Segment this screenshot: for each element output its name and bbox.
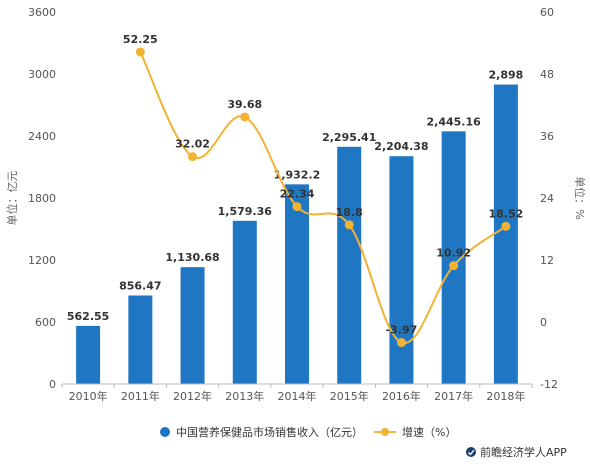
line-layer: 52.25 32.02 39.68 22.34 18.8 -3.97 10.92 18.52 xyxy=(123,33,523,348)
growth-point-label: 39.68 xyxy=(227,98,262,111)
growth-point xyxy=(135,47,145,57)
y-axis-left-title: 单位：亿元 xyxy=(5,171,19,226)
growth-point xyxy=(292,202,302,212)
x-tick-label: 2015年 xyxy=(330,389,369,403)
revenue-bar xyxy=(232,220,257,384)
revenue-bar-label: 2,445.16 xyxy=(427,115,482,128)
y-right-tick-label: 24 xyxy=(540,192,554,205)
revenue-bar xyxy=(337,146,362,384)
revenue-bar-label: 1,579.36 xyxy=(218,205,273,218)
revenue-bar xyxy=(389,156,414,384)
source-label: 前瞻经济学人APP xyxy=(480,445,567,459)
source-logo-icon xyxy=(466,447,476,457)
x-tick-label: 2012年 xyxy=(173,389,212,403)
source-note: 前瞻经济学人APP xyxy=(466,445,567,459)
revenue-bar-label: 562.55 xyxy=(67,310,109,323)
y-left-tick-label: 3600 xyxy=(28,6,56,19)
revenue-bar-label: 856.47 xyxy=(119,279,161,292)
y-right-tick-label: 48 xyxy=(540,68,554,81)
legend: 中国营养保健品市场销售收入（亿元） 增速（%） xyxy=(160,425,456,439)
growth-point-label: 10.92 xyxy=(436,247,471,260)
x-tick-label: 2011年 xyxy=(121,389,160,403)
y-axis-right-title: 单位：% xyxy=(573,176,587,219)
revenue-bar xyxy=(285,184,309,384)
y-left-tick-label: 600 xyxy=(35,316,56,329)
revenue-bar-label: 2,295.41 xyxy=(322,131,376,144)
y-right-tick-label: 0 xyxy=(540,316,547,329)
x-tick-label: 2017年 xyxy=(434,389,473,403)
growth-point-label: 32.02 xyxy=(175,138,210,151)
growth-point-label: 18.8 xyxy=(336,206,363,219)
x-tick-label: 2013年 xyxy=(225,389,264,403)
y-left-tick-label: 1200 xyxy=(28,254,56,267)
growth-point-label: 22.34 xyxy=(280,188,315,201)
revenue-bar-label: 2,204.38 xyxy=(374,140,428,153)
revenue-bar xyxy=(493,84,518,384)
y-right-tick-label: 36 xyxy=(540,130,554,143)
x-tick-label: 2014年 xyxy=(278,389,317,403)
y-left-tick-label: 1800 xyxy=(28,192,56,205)
legend-line-label: 增速（%） xyxy=(402,425,456,439)
axes-layer: 0 600 1200 1800 2400 3000 3600 -12 0 12 24 36 48 60 20… xyxy=(28,6,558,403)
bars-layer: 562.55 856.47 1,130.68 1,579.36 1,932.2 2,295… xyxy=(67,69,523,384)
y-right-tick-label: 60 xyxy=(540,6,554,19)
revenue-bar xyxy=(76,325,101,384)
growth-point xyxy=(344,220,354,230)
legend-bar-marker xyxy=(160,427,170,437)
growth-point-label: 52.25 xyxy=(123,33,158,46)
y-right-tick-label: 12 xyxy=(540,254,554,267)
growth-point xyxy=(449,261,459,271)
growth-point-label: 18.52 xyxy=(488,207,523,220)
source-logo-mark xyxy=(468,449,475,456)
revenue-bar-label: 2,898 xyxy=(488,69,523,82)
y-left-tick-label: 2400 xyxy=(28,130,56,143)
x-tick-label: 2010年 xyxy=(69,389,108,403)
growth-point-label: -3.97 xyxy=(386,324,418,337)
y-left-tick-label: 0 xyxy=(49,378,56,391)
growth-point xyxy=(501,221,511,231)
growth-point xyxy=(396,338,406,348)
x-tick-label: 2016年 xyxy=(382,389,421,403)
growth-point xyxy=(240,112,250,122)
revenue-bar xyxy=(180,267,205,384)
x-tick-label: 2018年 xyxy=(486,389,525,403)
revenue-bar-label: 1,130.68 xyxy=(165,251,219,264)
y-right-tick-label: -12 xyxy=(540,378,558,391)
growth-point xyxy=(188,152,198,162)
legend-bar-label: 中国营养保健品市场销售收入（亿元） xyxy=(176,425,363,439)
revenue-bar-label: 1,932.2 xyxy=(274,168,321,181)
legend-line-marker xyxy=(381,428,389,436)
y-left-tick-label: 3000 xyxy=(28,68,56,81)
revenue-bar xyxy=(128,295,153,384)
